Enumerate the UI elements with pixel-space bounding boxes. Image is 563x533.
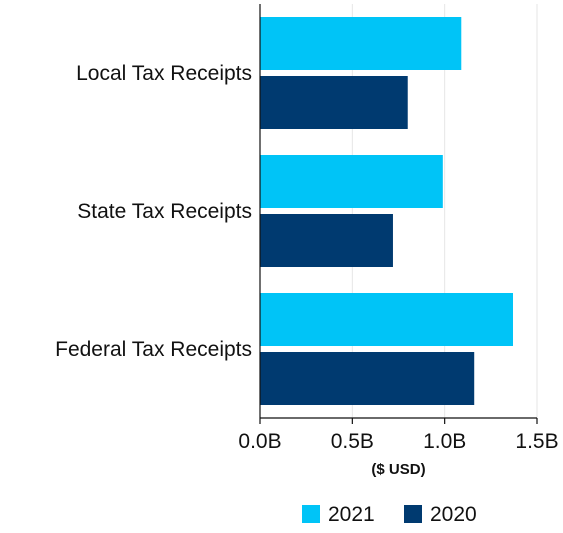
legend-swatch-2020 (404, 505, 422, 523)
bar-2020-state-tax-receipts (260, 214, 393, 267)
category-label: Local Tax Receipts (76, 62, 252, 85)
category-labels: Local Tax Receipts State Tax Receipts Fede… (55, 62, 252, 361)
x-tick-label: 0.0B (238, 430, 281, 453)
bar-2021-local-tax-receipts (260, 17, 462, 70)
legend-swatch-2021 (302, 505, 320, 523)
x-tick-labels: 0.0B 0.5B 1.0B 1.5B (238, 418, 559, 453)
legend-label: 2020 (430, 503, 477, 526)
gridlines (351, 4, 538, 418)
x-tick-label: 1.0B (423, 430, 466, 453)
legend-label: 2021 (328, 503, 375, 526)
bar-2021-state-tax-receipts (260, 155, 443, 208)
legend: 2021 2020 (302, 503, 477, 526)
bar-2020-local-tax-receipts (260, 76, 408, 129)
bars (260, 17, 513, 405)
category-label: State Tax Receipts (77, 200, 252, 223)
category-label: Federal Tax Receipts (55, 338, 252, 361)
x-tick-label: 1.5B (515, 430, 558, 453)
bar-2020-federal-tax-receipts (260, 352, 475, 405)
bar-2021-federal-tax-receipts (260, 293, 513, 346)
x-axis-title: ($ USD) (371, 461, 425, 478)
x-tick-label: 0.5B (331, 430, 374, 453)
